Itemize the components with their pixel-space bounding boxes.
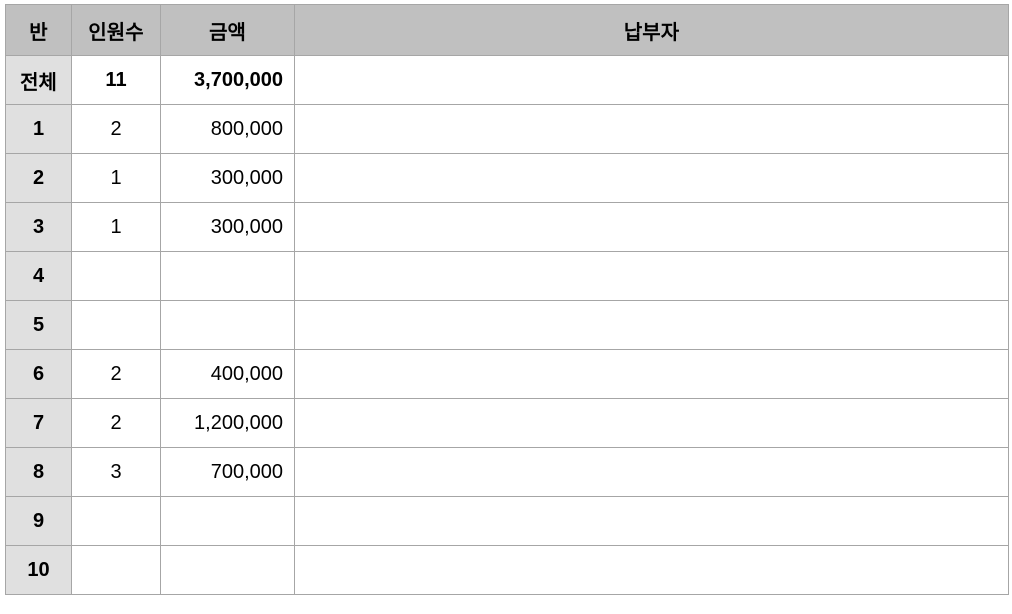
count-cell[interactable]: 1 [71,202,161,252]
count-cell[interactable]: 11 [71,55,161,105]
ban-cell[interactable]: 7 [5,398,72,448]
count-cell[interactable]: 2 [71,349,161,399]
donors-cell[interactable] [294,496,1009,546]
amount-cell[interactable]: 300,000 [160,202,295,252]
table-row: 8 3 700,000 [5,447,1009,497]
ban-cell[interactable]: 9 [5,496,72,546]
table-row: 2 1 300,000 [5,153,1009,203]
count-cell[interactable]: 2 [71,398,161,448]
count-cell[interactable] [71,251,161,301]
table-row: 6 2 400,000 [5,349,1009,399]
table-row: 3 1 300,000 [5,202,1009,252]
table-header: 반 인원수 금액 납부자 [5,4,1009,56]
donors-cell[interactable] [294,545,1009,595]
amount-cell[interactable]: 400,000 [160,349,295,399]
table-row: 5 [5,300,1009,350]
header-count[interactable]: 인원수 [71,4,161,56]
ban-cell[interactable]: 전체 [5,55,72,105]
donors-cell[interactable] [294,104,1009,154]
ban-cell[interactable]: 1 [5,104,72,154]
table-row: 4 [5,251,1009,301]
table-row: 7 2 1,200,000 [5,398,1009,448]
total-row: 전체 11 3,700,000 [5,55,1009,105]
table-row: 10 [5,545,1009,595]
donors-cell[interactable] [294,55,1009,105]
header-row: 반 인원수 금액 납부자 [5,4,1009,56]
count-cell[interactable]: 3 [71,447,161,497]
amount-cell[interactable] [160,545,295,595]
donors-cell[interactable] [294,398,1009,448]
ban-cell[interactable]: 3 [5,202,72,252]
header-amount[interactable]: 금액 [160,4,295,56]
ban-cell[interactable]: 5 [5,300,72,350]
table-body: 전체 11 3,700,000 1 2 800,000 2 1 300,000 3 1 300,000… [5,55,1009,595]
amount-cell[interactable] [160,300,295,350]
table-row: 1 2 800,000 [5,104,1009,154]
ban-cell[interactable]: 6 [5,349,72,399]
donors-cell[interactable] [294,349,1009,399]
table-row: 9 [5,496,1009,546]
amount-cell[interactable] [160,251,295,301]
ban-cell[interactable]: 8 [5,447,72,497]
count-cell[interactable] [71,300,161,350]
amount-cell[interactable]: 3,700,000 [160,55,295,105]
header-ban[interactable]: 반 [5,4,72,56]
donors-cell[interactable] [294,447,1009,497]
ban-cell[interactable]: 10 [5,545,72,595]
spreadsheet-table: 반 인원수 금액 납부자 전체 11 3,700,000 1 2 800,000 2 1 300… [5,4,1009,595]
count-cell[interactable]: 1 [71,153,161,203]
header-donors[interactable]: 납부자 [294,4,1009,56]
donors-cell[interactable] [294,251,1009,301]
ban-cell[interactable]: 4 [5,251,72,301]
amount-cell[interactable]: 300,000 [160,153,295,203]
ban-cell[interactable]: 2 [5,153,72,203]
count-cell[interactable] [71,496,161,546]
donors-cell[interactable] [294,153,1009,203]
amount-cell[interactable] [160,496,295,546]
amount-cell[interactable]: 800,000 [160,104,295,154]
count-cell[interactable] [71,545,161,595]
amount-cell[interactable]: 1,200,000 [160,398,295,448]
donors-cell[interactable] [294,202,1009,252]
donors-cell[interactable] [294,300,1009,350]
count-cell[interactable]: 2 [71,104,161,154]
amount-cell[interactable]: 700,000 [160,447,295,497]
